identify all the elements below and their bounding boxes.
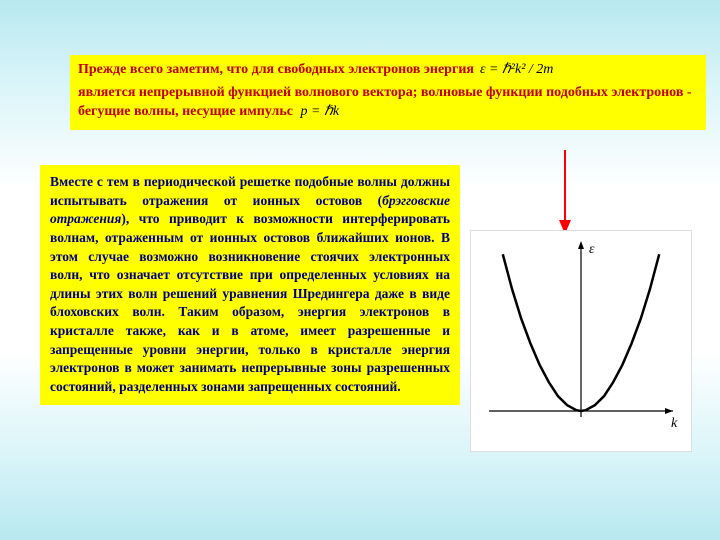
svg-text:k: k [671,416,678,431]
intro-line1: Прежде всего заметим, что для свободных … [78,61,474,80]
svg-text:ε: ε [589,242,595,257]
intro-paragraph: Прежде всего заметим, что для свободных … [70,55,706,130]
energy-formula: ε = ℏ²k² / 2m [480,61,553,80]
main-paragraph: Вместе с тем в периодической решетке под… [40,165,460,405]
main-text-after: ), что приводит к возможности интерферир… [50,211,450,394]
momentum-formula: p = ℏk [297,103,344,122]
dispersion-chart: εk [470,230,692,452]
intro-line2: является непрерывной функцией волнового … [78,85,692,119]
arrow-down-icon [555,150,575,240]
